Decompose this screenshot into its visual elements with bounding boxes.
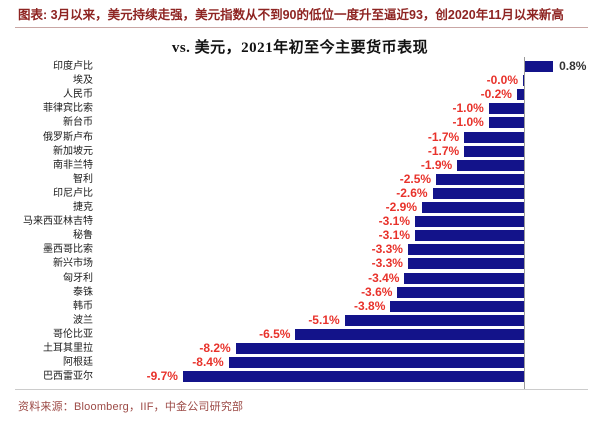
value-label: -1.7% <box>427 129 460 144</box>
bar-7 <box>464 145 524 157</box>
bar-1 <box>525 61 554 72</box>
value-label: -3.6% <box>361 284 393 299</box>
category-label: 墨西哥比索 <box>43 244 93 256</box>
category-label: 巴西雷亚尔 <box>43 371 93 383</box>
value-label: -5.1% <box>308 312 340 327</box>
category-label: 埃及 <box>73 75 93 87</box>
bar-5 <box>488 117 524 129</box>
category-label: 印尼卢比 <box>53 187 93 199</box>
bar-10 <box>432 187 524 199</box>
category-label: 捷克 <box>73 202 93 213</box>
bar-3 <box>516 89 524 101</box>
value-label: -2.6% <box>396 185 428 200</box>
bar-18 <box>390 300 524 312</box>
bar-6 <box>464 131 524 143</box>
value-label: -1.9% <box>420 157 453 172</box>
value-label: -3.3% <box>371 242 403 257</box>
bar-2 <box>523 75 524 87</box>
category-label: 泰铢 <box>73 286 93 298</box>
bar-9 <box>436 173 524 185</box>
value-label: 0.8% <box>559 59 587 73</box>
value-label: -3.3% <box>371 256 403 271</box>
value-label: -1.0% <box>452 101 484 116</box>
data-source-note: 资料来源：Bloomberg，IIF，中金公司研究部 <box>18 401 244 413</box>
category-label: 人民币 <box>63 89 93 101</box>
bar-12 <box>415 216 524 228</box>
category-label: 南非兰特 <box>53 159 93 171</box>
bar-22 <box>228 357 524 369</box>
value-label: -8.4% <box>192 355 224 370</box>
category-label: 新加坡元 <box>53 145 93 157</box>
category-label: 阿根廷 <box>63 357 93 369</box>
bar-19 <box>344 314 524 326</box>
bar-15 <box>407 258 524 270</box>
bar-21 <box>235 343 524 354</box>
value-label: -3.8% <box>354 298 386 313</box>
value-label: -2.5% <box>399 171 432 186</box>
category-label: 土耳其里拉 <box>43 343 93 354</box>
value-label: -3.4% <box>368 270 400 285</box>
figure-caption: 图表: 3月以来，美元持续走强，美元指数从不到90的低位一度升至逼近93，创20… <box>18 8 564 22</box>
bar-23 <box>182 371 524 383</box>
value-label: -8.2% <box>199 341 231 355</box>
bar-17 <box>397 286 524 298</box>
value-label: -9.7% <box>146 369 178 384</box>
value-label: -3.1% <box>378 228 410 243</box>
value-label: -2.9% <box>385 200 418 214</box>
value-label: -1.7% <box>427 143 460 158</box>
category-label: 菲律宾比索 <box>43 103 93 115</box>
value-label: -0.2% <box>480 87 512 102</box>
category-label: 智利 <box>73 173 93 185</box>
value-label: -0.0% <box>486 73 518 88</box>
category-label: 新兴市场 <box>53 258 93 270</box>
category-label: 匈牙利 <box>63 272 93 284</box>
category-label: 新台币 <box>63 117 93 129</box>
bar-11 <box>422 202 524 213</box>
bar-13 <box>415 230 524 242</box>
bar-8 <box>457 159 524 171</box>
chart-title: vs. 美元，2021年初至今主要货币表现 <box>171 40 429 56</box>
value-label: -6.5% <box>259 326 291 341</box>
value-label: -3.1% <box>378 214 410 229</box>
value-label: -1.0% <box>452 115 484 130</box>
bar-20 <box>295 328 524 340</box>
bar-16 <box>404 272 524 284</box>
category-label: 韩币 <box>73 300 93 312</box>
category-label: 波兰 <box>73 314 93 326</box>
category-label: 马来西亚林吉特 <box>23 216 93 228</box>
category-label: 秘鲁 <box>73 230 93 242</box>
bar-4 <box>488 103 524 115</box>
bar-14 <box>407 244 524 256</box>
bottom-axis-line <box>15 389 588 390</box>
caption-divider <box>15 27 588 28</box>
category-label: 印度卢比 <box>53 61 93 72</box>
zero-axis-line <box>524 57 525 389</box>
category-label: 哥伦比亚 <box>53 328 93 340</box>
category-label: 俄罗斯卢布 <box>43 131 93 143</box>
